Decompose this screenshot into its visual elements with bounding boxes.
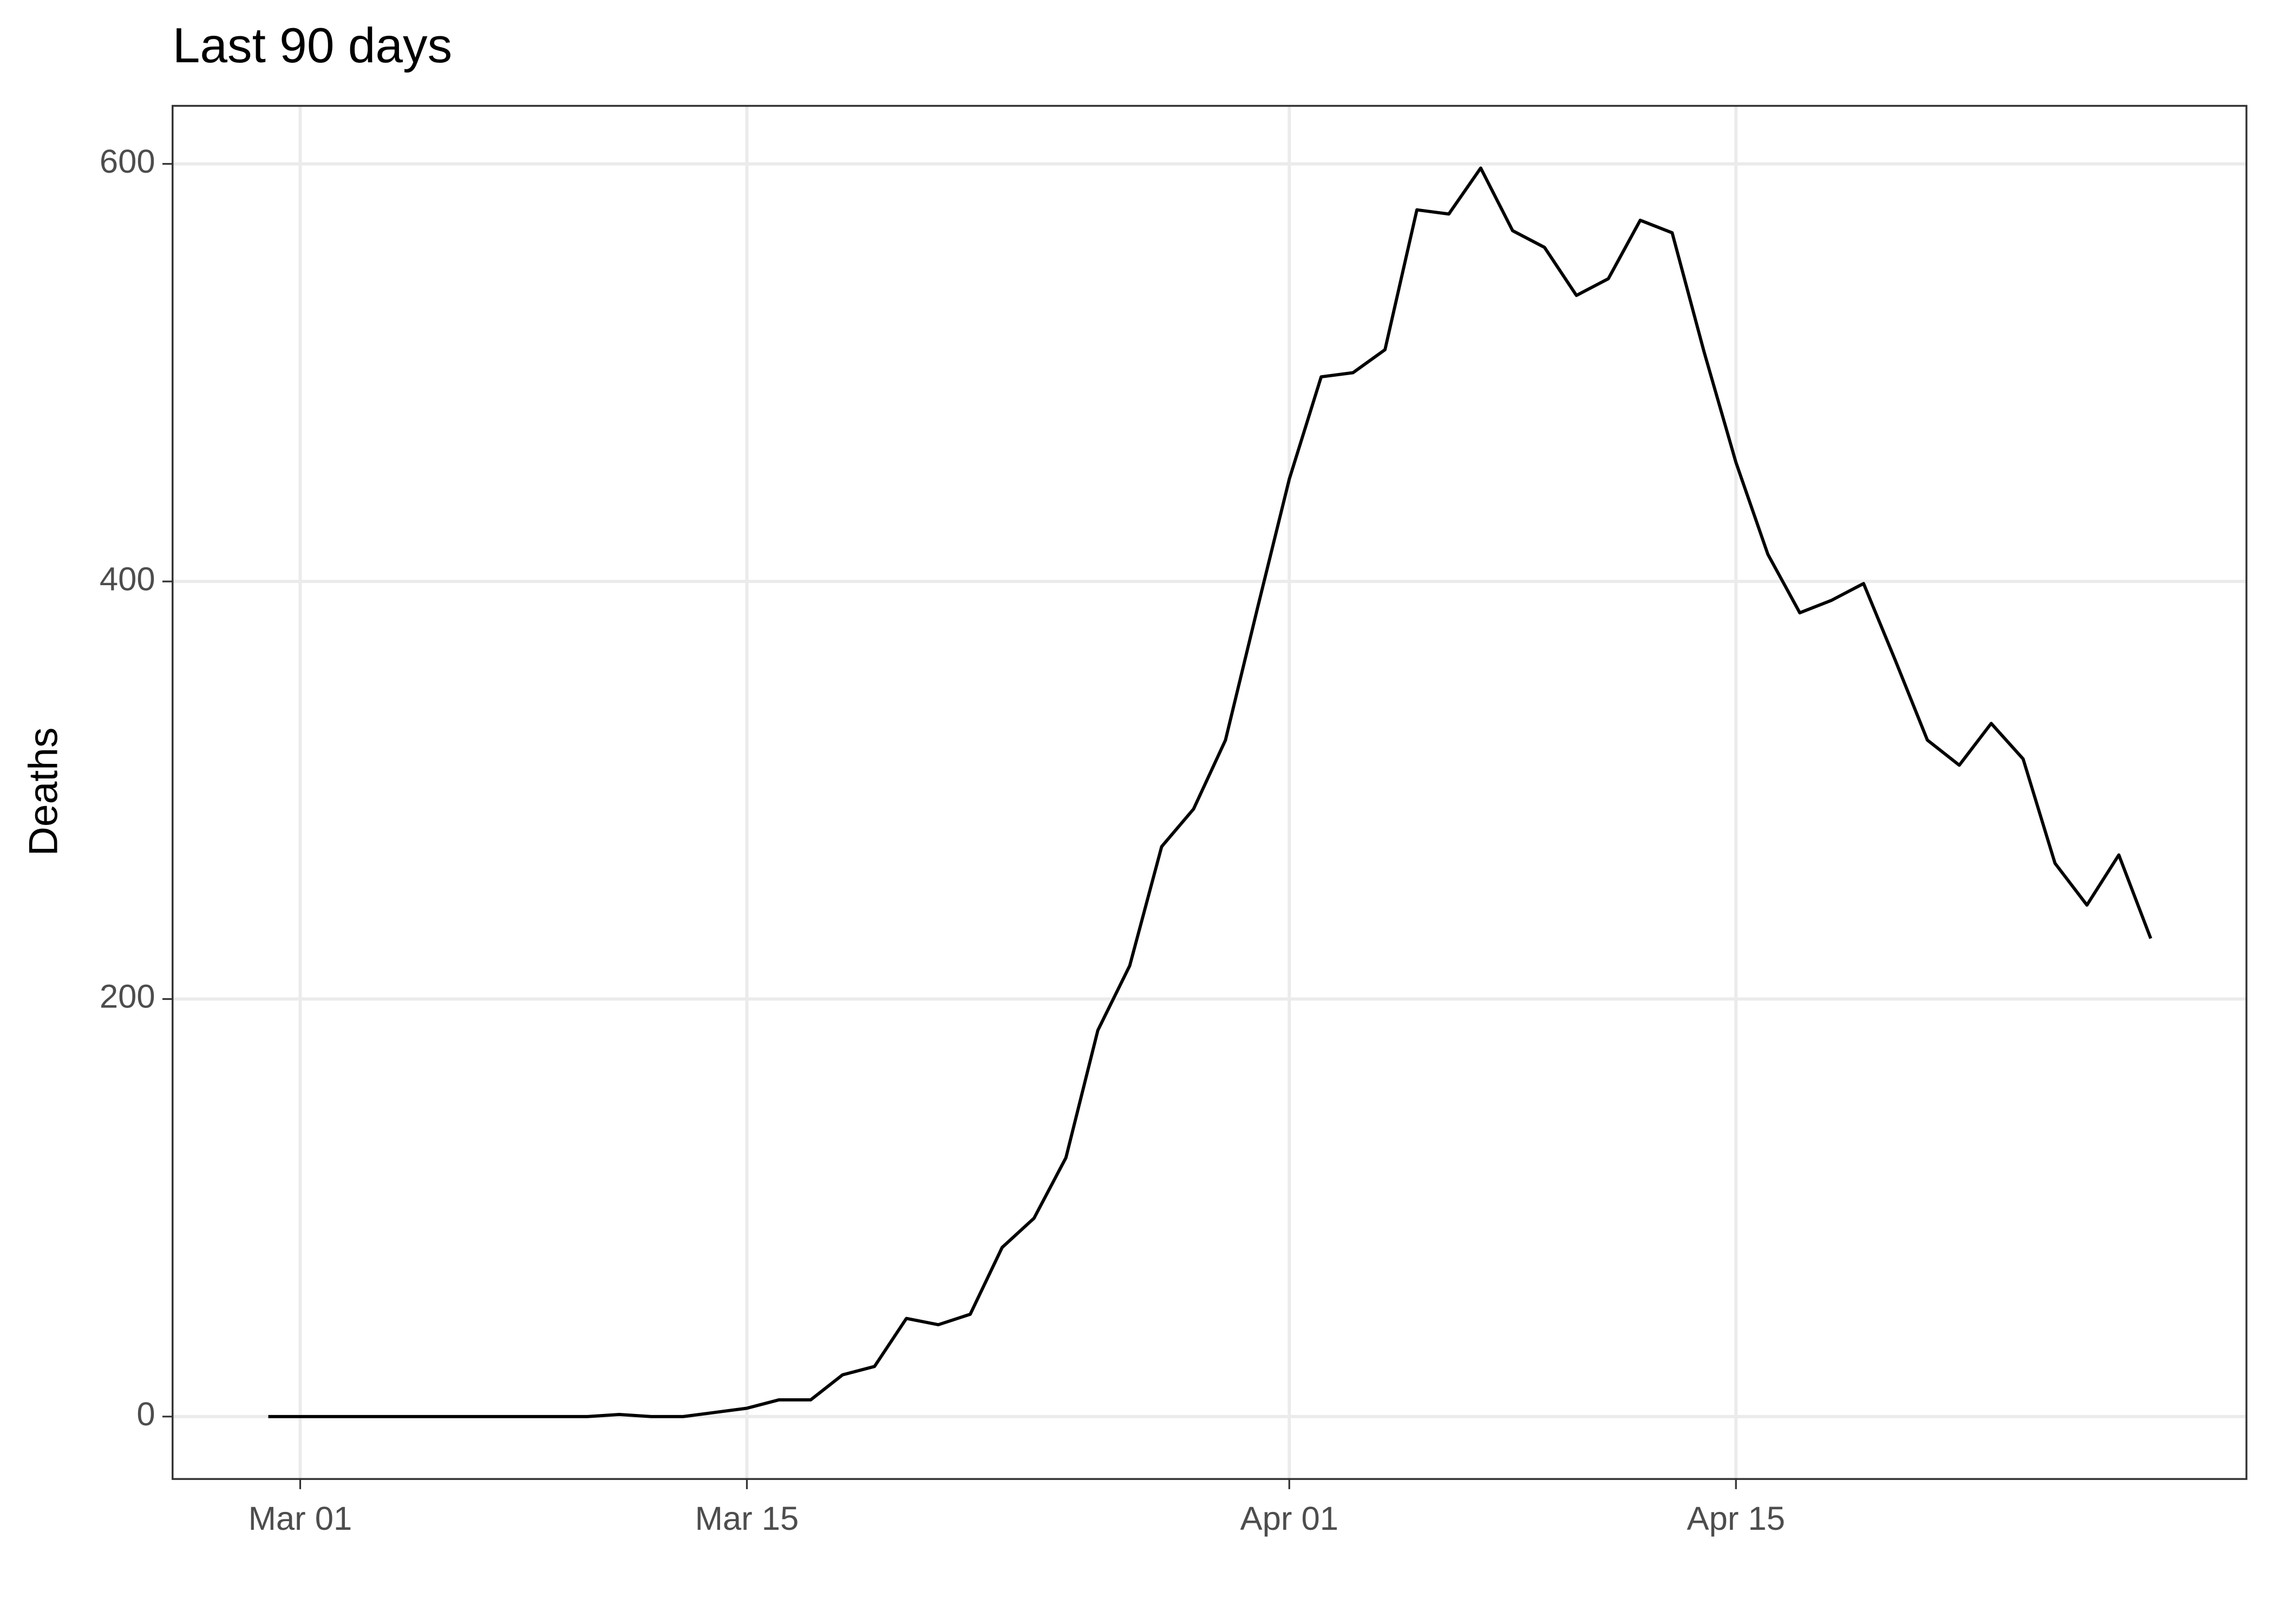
x-tick-label: Mar 01: [249, 1500, 352, 1537]
y-tick-label: 600: [100, 143, 155, 180]
y-tick-label: 0: [136, 1396, 155, 1433]
y-axis-label: Deaths: [21, 728, 66, 856]
x-tick-label: Mar 15: [695, 1500, 799, 1537]
y-tick-label: 200: [100, 978, 155, 1016]
data-line: [268, 166, 2153, 1418]
y-tick-label: 400: [100, 560, 155, 598]
x-tick-label: Apr 15: [1687, 1500, 1785, 1537]
x-tick-label: Apr 01: [1240, 1500, 1338, 1537]
chart-title: Last 90 days: [173, 18, 452, 73]
plot-border: [172, 104, 2247, 1480]
